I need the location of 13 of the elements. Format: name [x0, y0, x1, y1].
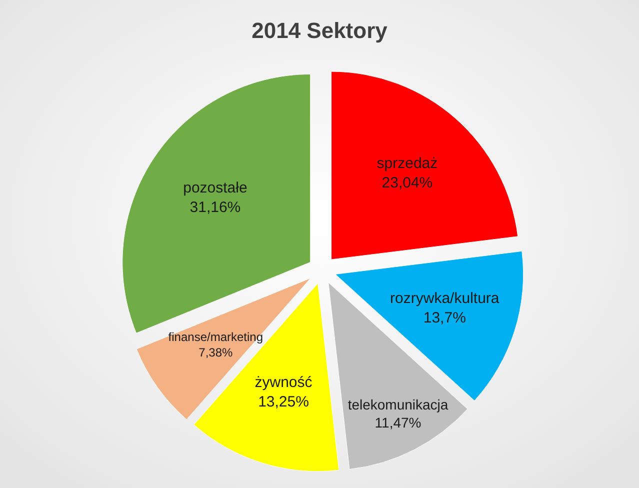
data-label: 31,16%: [190, 198, 241, 216]
data-label: 13,25%: [258, 394, 309, 411]
slice-label: pozostałe: [183, 179, 248, 196]
data-label: 7,38%: [198, 346, 233, 360]
slice-label: żywność: [254, 374, 313, 392]
data-label: 23,04%: [382, 174, 433, 192]
data-label: 11,47%: [374, 414, 422, 430]
slice-label: sprzedaż: [376, 154, 438, 172]
slice-label: telekomunikacja: [348, 396, 448, 412]
chart-title: 2014 Sektory: [252, 18, 388, 43]
slice-label: rozrywka/kultura: [390, 290, 500, 308]
slice-label: finanse/marketing: [168, 330, 264, 344]
data-label: 13,7%: [423, 310, 466, 327]
